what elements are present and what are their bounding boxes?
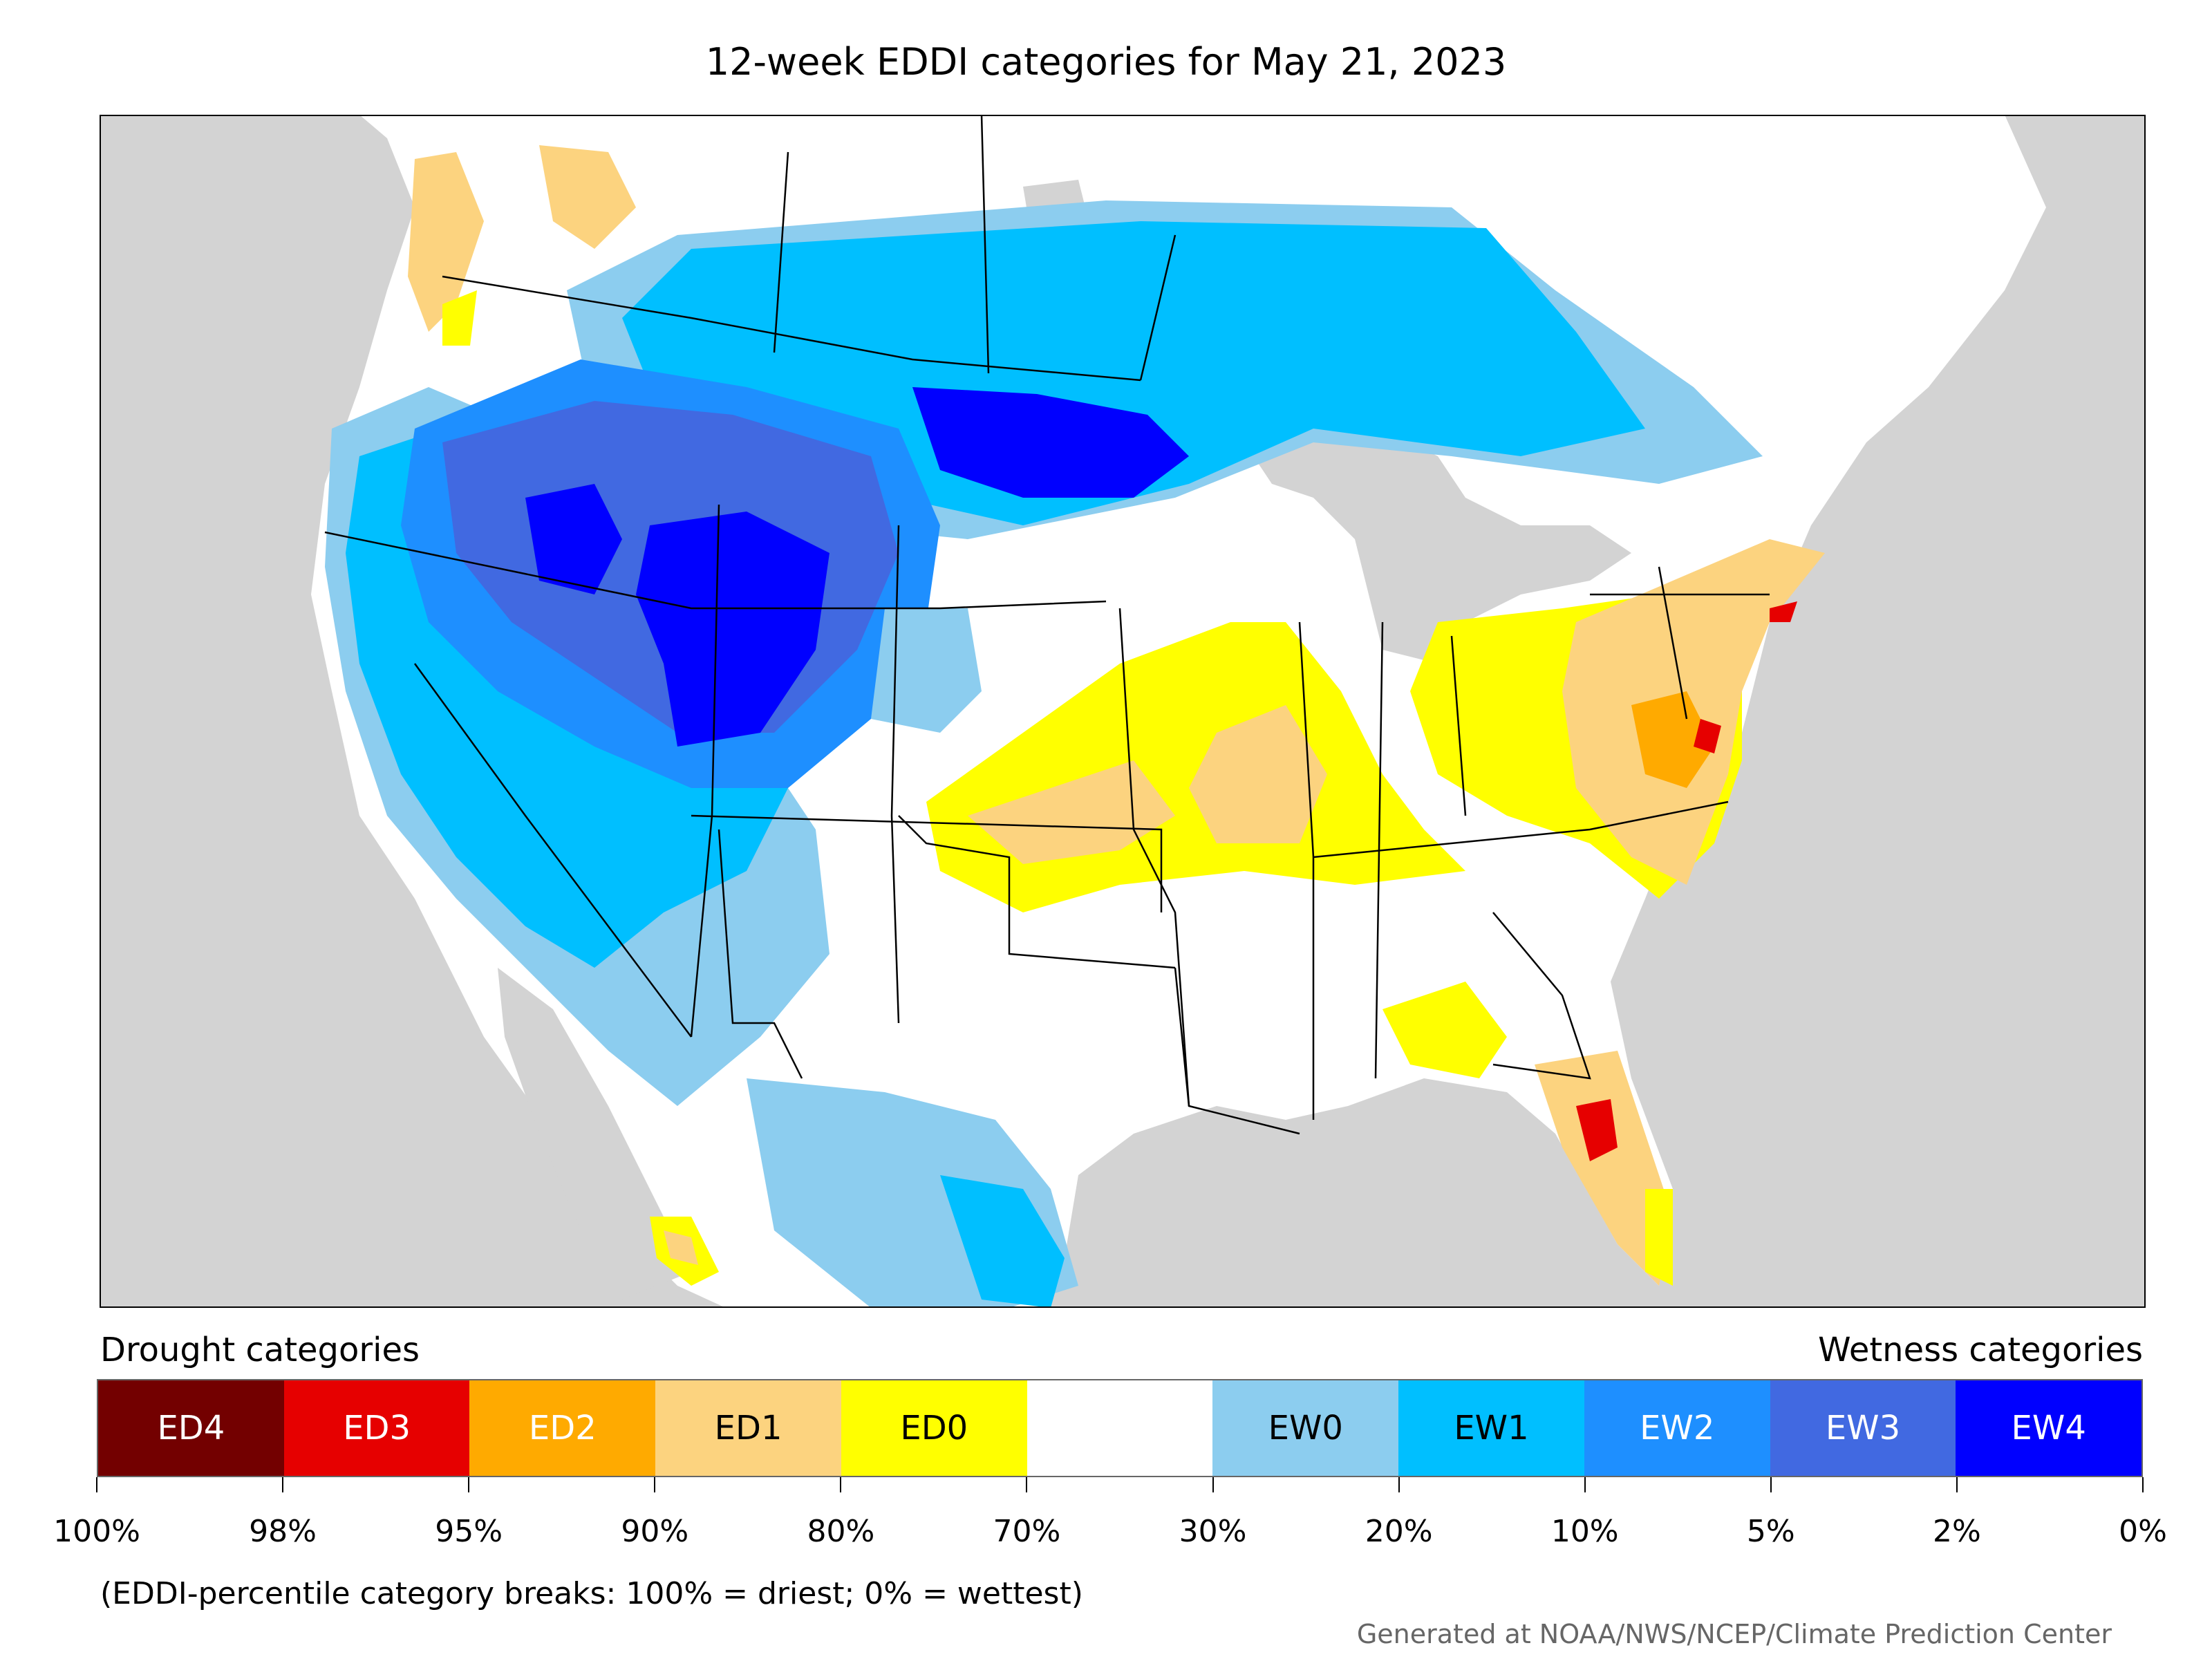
- legend-tick-label: 30%: [1179, 1514, 1247, 1549]
- legend-tick: [840, 1477, 842, 1492]
- drought-categories-label: Drought categories: [100, 1331, 420, 1369]
- legend-tick: [1212, 1477, 1214, 1492]
- legend-tick: [654, 1477, 656, 1492]
- legend-tick: [1956, 1477, 1958, 1492]
- legend-category-ed2: ED2: [469, 1380, 656, 1476]
- great-lakes: [1244, 415, 1631, 664]
- legend-category-ed3: ED3: [283, 1380, 470, 1476]
- legend-tick-label: 0%: [2119, 1514, 2167, 1549]
- legend-category-ew2: EW2: [1584, 1380, 1770, 1476]
- legend-tick-label: 5%: [1746, 1514, 1795, 1549]
- legend-tick: [2142, 1477, 2144, 1492]
- legend-category-ew3: EW3: [1770, 1380, 1956, 1476]
- credit-text: Generated at NOAA/NWS/NCEP/Climate Predi…: [1356, 1619, 2112, 1649]
- legend-category-ed1: ED1: [655, 1380, 841, 1476]
- legend-category-ew0: EW0: [1212, 1380, 1399, 1476]
- legend-tick-label: 90%: [621, 1514, 689, 1549]
- legend-tick-label: 20%: [1365, 1514, 1433, 1549]
- legend-tick: [1026, 1477, 1028, 1492]
- legend-tick: [96, 1477, 97, 1492]
- legend-tick-label: 2%: [1933, 1514, 1981, 1549]
- state-boundaries: [324, 115, 1770, 1135]
- legend-tick-label: 95%: [435, 1514, 503, 1549]
- legend-colorbar: ED4 ED3 ED2 ED1 ED0 EW0 EW1 EW2 EW3 EW4: [97, 1379, 2143, 1477]
- legend-category-ed0: ED0: [841, 1380, 1027, 1476]
- legend-ticks: [96, 1477, 2144, 1498]
- legend-category-ew1: EW1: [1398, 1380, 1584, 1476]
- legend-tick: [1584, 1477, 1586, 1492]
- legend-tick: [282, 1477, 284, 1492]
- legend-tick-label: 98%: [249, 1514, 317, 1549]
- legend-tick-label: 100%: [53, 1514, 140, 1549]
- legend-category-normal: [1027, 1380, 1213, 1476]
- legend-tick-label: 80%: [807, 1514, 875, 1549]
- legend-category-ew4: EW4: [1956, 1380, 2142, 1476]
- legend-category-ed4: ED4: [98, 1380, 284, 1476]
- legend-tick: [468, 1477, 470, 1492]
- legend-tick: [1770, 1477, 1772, 1492]
- legend-tick: [1398, 1477, 1400, 1492]
- category-note: (EDDI-percentile category breaks: 100% =…: [100, 1576, 1083, 1611]
- legend-tick-label: 70%: [993, 1514, 1061, 1549]
- wetness-categories-label: Wetness categories: [1818, 1331, 2143, 1369]
- legend-tick-label: 10%: [1550, 1514, 1619, 1549]
- category-fields: [325, 145, 1825, 1308]
- map-title: 12-week EDDI categories for May 21, 2023: [705, 40, 1507, 84]
- gulf-of-california: [498, 968, 691, 1300]
